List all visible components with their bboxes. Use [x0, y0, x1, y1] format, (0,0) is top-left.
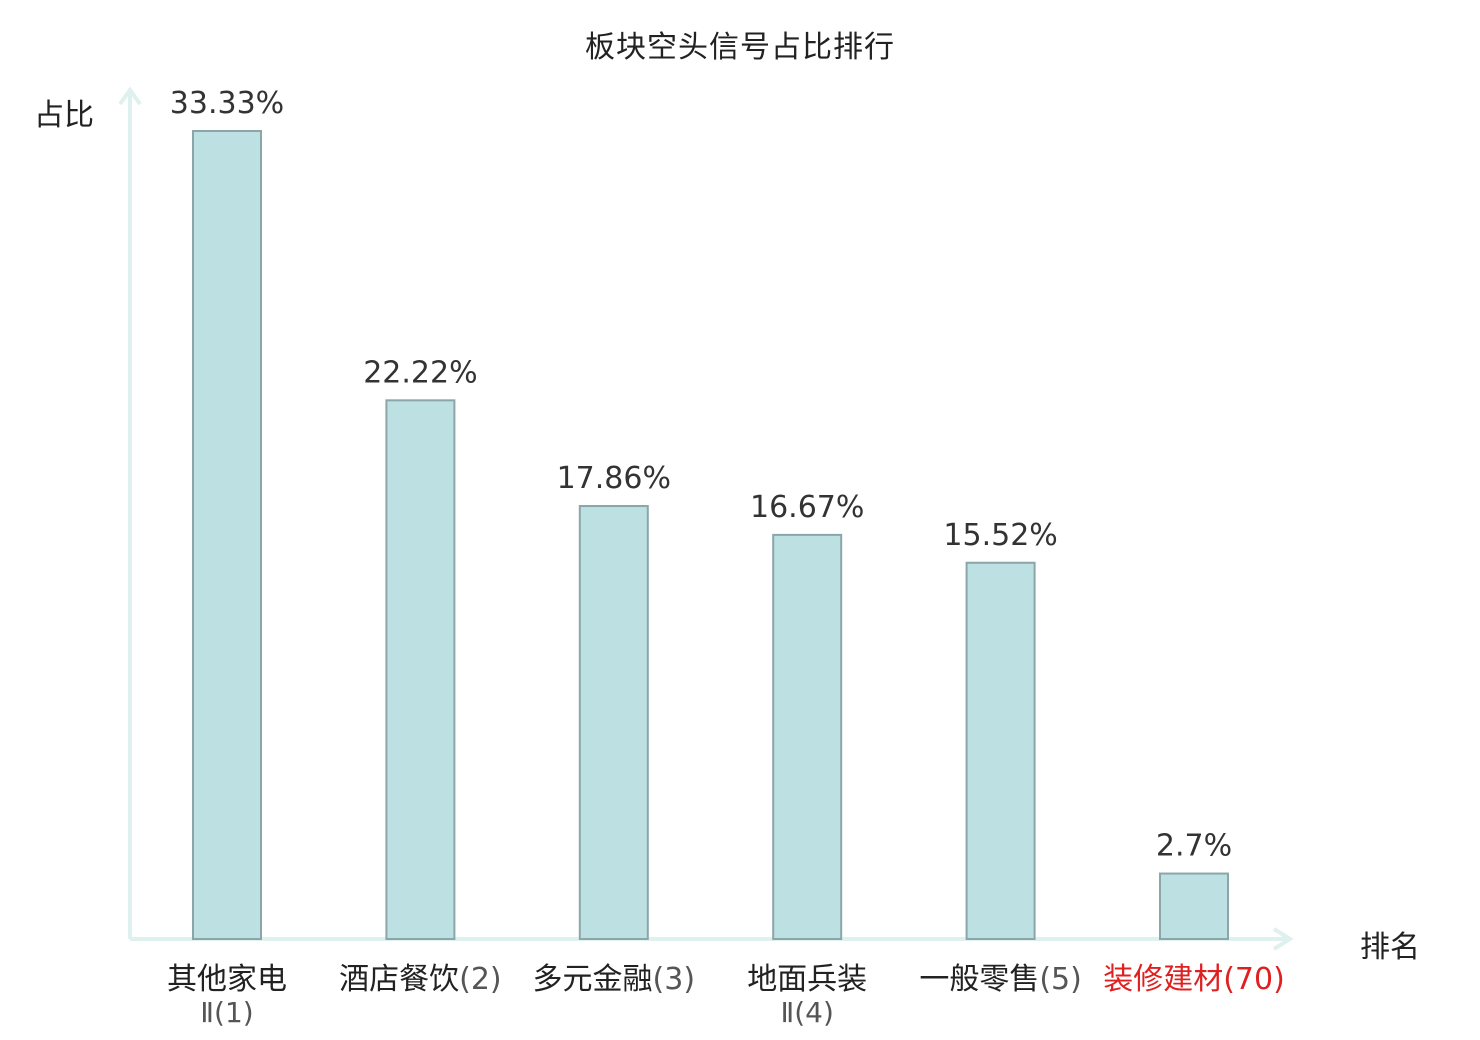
- bar: [772, 533, 843, 940]
- category-name: 多元金融: [532, 962, 653, 997]
- bar-value-label: 16.67%: [750, 490, 864, 525]
- category-name: 其他家电: [167, 962, 287, 997]
- value-labels-group: 33.33% 22.22% 17.86% 16.67% 15.52% 2.7%: [170, 86, 1232, 864]
- bar-value-label: 33.33%: [170, 86, 284, 121]
- x-tick-label: 地面兵装 Ⅱ(4): [712, 962, 902, 1028]
- category-rank: (2): [459, 962, 502, 997]
- category-name: 酒店餐饮: [339, 962, 460, 997]
- y-axis-arrow: [118, 86, 142, 106]
- category-name: 装修建材: [1103, 962, 1224, 997]
- bar-value-label: 22.22%: [363, 355, 477, 390]
- bar: [578, 505, 649, 940]
- category-rank: (5): [1039, 962, 1082, 997]
- x-axis-arrow: [1272, 927, 1294, 951]
- category-rank: (3): [652, 962, 696, 997]
- bars-group: [192, 130, 1229, 941]
- chart-title: 板块空头信号占比排行: [585, 30, 895, 65]
- x-tick-label: 装修建材(70): [1099, 962, 1289, 998]
- category-name: 一般零售: [919, 962, 1040, 997]
- x-tick-label: 其他家电 Ⅱ(1): [132, 962, 322, 1028]
- x-axis-label: 排名: [1360, 930, 1420, 965]
- axes: [118, 86, 1294, 951]
- category-rank: (70): [1223, 962, 1285, 997]
- bar-value-label: 17.86%: [557, 461, 671, 496]
- y-axis-label: 占比: [34, 98, 94, 133]
- bar: [385, 399, 456, 941]
- bar-value-label: 2.7%: [1156, 829, 1232, 864]
- bar: [965, 561, 1036, 940]
- category-rank-line2: Ⅱ(4): [780, 996, 834, 1029]
- bar: [1159, 872, 1229, 941]
- category-rank-line2: Ⅱ(1): [200, 996, 254, 1029]
- x-tick-label: 多元金融(3): [519, 962, 709, 998]
- x-tick-label: 酒店餐饮(2): [325, 962, 515, 998]
- category-name: 地面兵装: [747, 962, 868, 997]
- x-tick-label: 一般零售(5): [906, 962, 1096, 998]
- bar-value-label: 15.52%: [943, 518, 1057, 553]
- bar: [192, 130, 262, 940]
